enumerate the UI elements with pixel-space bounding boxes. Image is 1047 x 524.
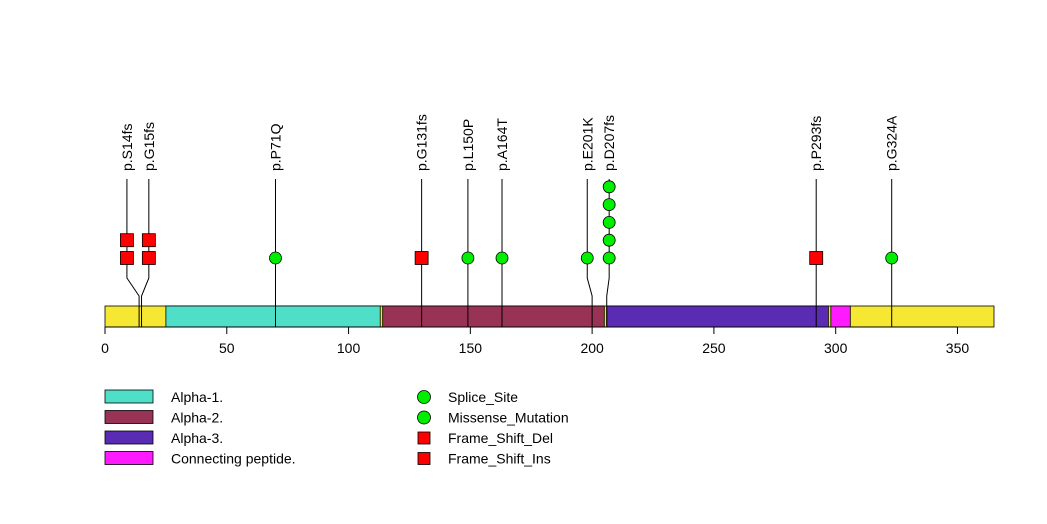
mutation-marker-circle bbox=[269, 251, 282, 265]
mutation-marker-circle bbox=[580, 251, 594, 265]
legend-domain-swatch bbox=[104, 451, 154, 465]
mutation-group: p.S14fs p.G15fs p.P71Q p.G131fs p.L150P p.A16… bbox=[119, 114, 900, 327]
domain-1 bbox=[165, 305, 381, 328]
domain-group bbox=[165, 305, 851, 328]
mutation-marker-circle bbox=[602, 198, 616, 212]
mutation-marker-circle bbox=[602, 180, 616, 194]
mutation-marker-circle bbox=[602, 251, 616, 265]
legend-domain-label: Alpha-3. bbox=[171, 430, 223, 446]
legend-mutation-label: Frame_Shift_Del bbox=[448, 430, 553, 446]
mutation-stem bbox=[126, 179, 140, 327]
x-tick-label: 0 bbox=[101, 340, 109, 356]
x-tick-label: 100 bbox=[337, 340, 361, 356]
mutation-label: p.G15fs bbox=[141, 122, 157, 171]
mutation-marker-circle bbox=[461, 251, 475, 265]
mutation-label: p.E201K bbox=[579, 117, 595, 171]
legend: Alpha-1. Alpha-2. Alpha-3. Connecting pepti… bbox=[104, 389, 569, 467]
legend-mutation-label: Frame_Shift_Ins bbox=[448, 451, 551, 467]
mutation-label: p.L150P bbox=[460, 119, 476, 171]
legend-domain-swatch bbox=[104, 430, 154, 445]
mutation-marker-circle bbox=[602, 215, 616, 229]
domain-4 bbox=[830, 305, 851, 328]
legend-domain-label: Alpha-1. bbox=[171, 389, 223, 405]
legend-domain-swatch bbox=[104, 389, 154, 404]
x-tick-label: 150 bbox=[459, 340, 483, 356]
x-tick-label: 50 bbox=[219, 340, 235, 356]
domain-3 bbox=[606, 305, 829, 328]
mutation-label: p.G131fs bbox=[414, 114, 430, 171]
mutation-label: p.G324A bbox=[884, 115, 900, 171]
mutation-marker-square bbox=[141, 251, 156, 265]
mutation-marker-circle bbox=[602, 233, 616, 247]
mutation-marker-circle bbox=[495, 251, 509, 265]
mutation-marker-square bbox=[120, 251, 134, 265]
mutation-label: p.P293fs bbox=[808, 116, 824, 171]
mutation-stem bbox=[586, 179, 593, 327]
mutation-marker-square bbox=[414, 251, 429, 265]
legend-domain-label: Alpha-2. bbox=[171, 410, 223, 426]
domain-2 bbox=[382, 305, 605, 328]
legend-mutation-circle-icon bbox=[417, 410, 431, 425]
x-tick-label: 200 bbox=[580, 340, 604, 356]
legend-mutation-circle-icon bbox=[417, 390, 431, 404]
mutation-label: p.D207fs bbox=[601, 115, 617, 171]
mutation-marker-square bbox=[141, 233, 156, 248]
legend-mutation-label: Splice_Site bbox=[448, 389, 518, 405]
x-tick-label: 300 bbox=[824, 340, 848, 356]
mutation-label: p.P71Q bbox=[267, 123, 283, 171]
mutation-stem bbox=[141, 179, 150, 327]
legend-mutation-label: Missense_Mutation bbox=[448, 410, 569, 426]
x-axis: 0 50 100 150 200 250 300 350 bbox=[101, 326, 970, 356]
legend-mutation-square-icon bbox=[417, 452, 431, 465]
x-tick-label: 250 bbox=[702, 340, 726, 356]
mutation-label: p.S14fs bbox=[119, 124, 135, 171]
mutation-marker-circle bbox=[885, 251, 899, 265]
mutation-label: p.A164T bbox=[494, 118, 510, 171]
mutation-marker-square bbox=[809, 251, 824, 265]
legend-mutation-square-icon bbox=[417, 431, 431, 445]
legend-domain-label: Connecting peptide. bbox=[171, 451, 296, 467]
x-tick-label: 350 bbox=[946, 340, 970, 356]
legend-domain-swatch bbox=[104, 410, 154, 424]
mutation-marker-square bbox=[120, 233, 134, 248]
